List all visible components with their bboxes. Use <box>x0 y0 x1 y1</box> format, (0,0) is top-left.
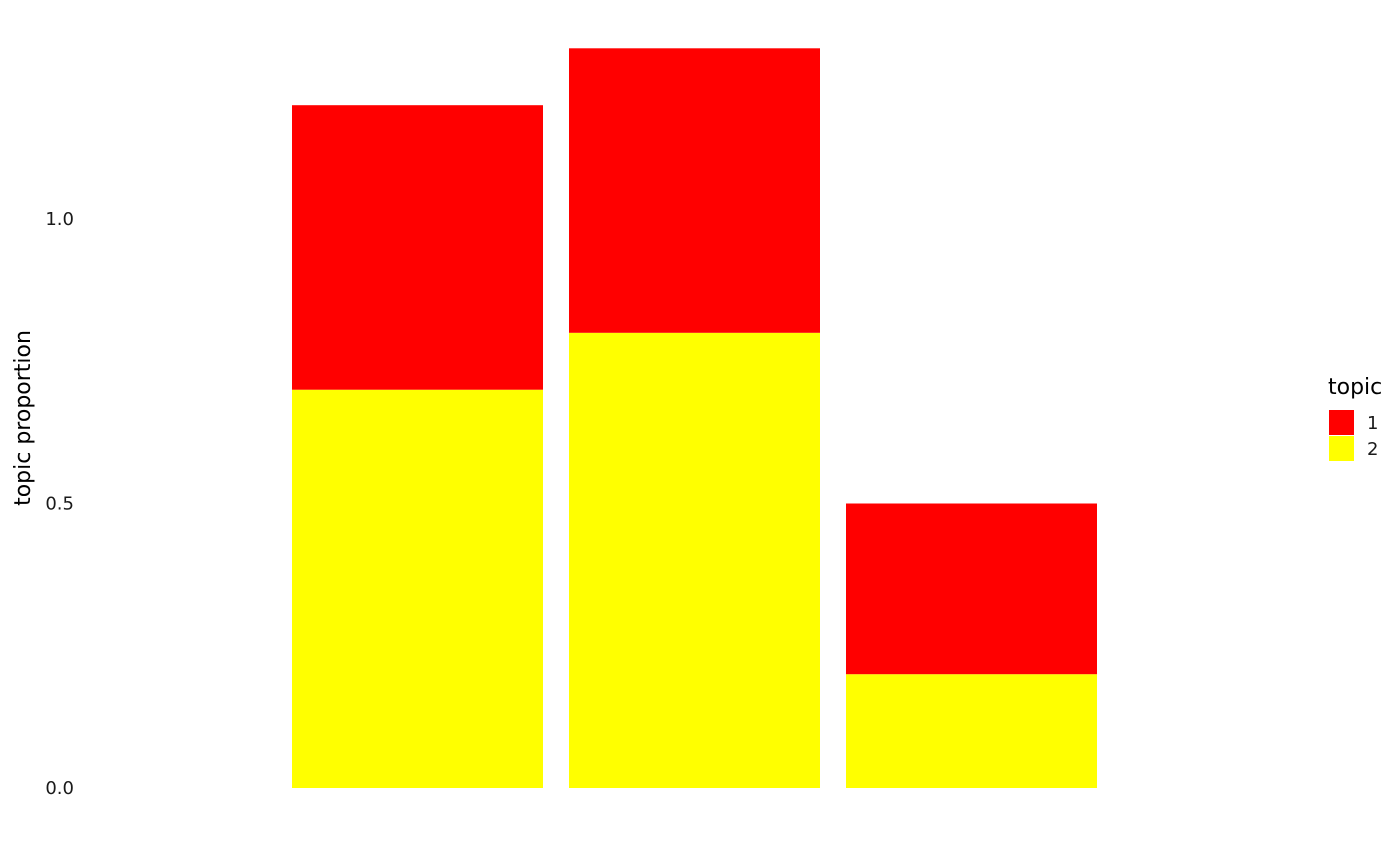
y-tick-label: 1.0 <box>45 209 74 230</box>
bar-1-topic-1 <box>292 105 543 390</box>
legend-swatch-topic-2 <box>1329 436 1354 461</box>
bar-3-topic-2 <box>846 674 1097 788</box>
y-tick-label: 0.0 <box>45 778 74 799</box>
bar-3-topic-1 <box>846 503 1097 675</box>
bar-1-topic-2 <box>292 389 543 788</box>
legend-label-topic-1: 1 <box>1367 413 1378 434</box>
legend-title: topic <box>1328 375 1382 400</box>
legend-label-topic-2: 2 <box>1367 439 1378 460</box>
legend: topic 12 <box>1328 375 1382 461</box>
bar-2-topic-2 <box>569 332 820 788</box>
y-axis-title: topic proportion <box>11 330 36 506</box>
legend-items: 12 <box>1329 410 1378 461</box>
bars-layer <box>292 48 1097 788</box>
y-tick-label: 0.5 <box>45 494 74 515</box>
bar-2-topic-1 <box>569 48 820 333</box>
legend-swatch-topic-1 <box>1329 410 1354 435</box>
y-axis-ticks: 0.0 0.5 1.0 <box>45 209 74 799</box>
